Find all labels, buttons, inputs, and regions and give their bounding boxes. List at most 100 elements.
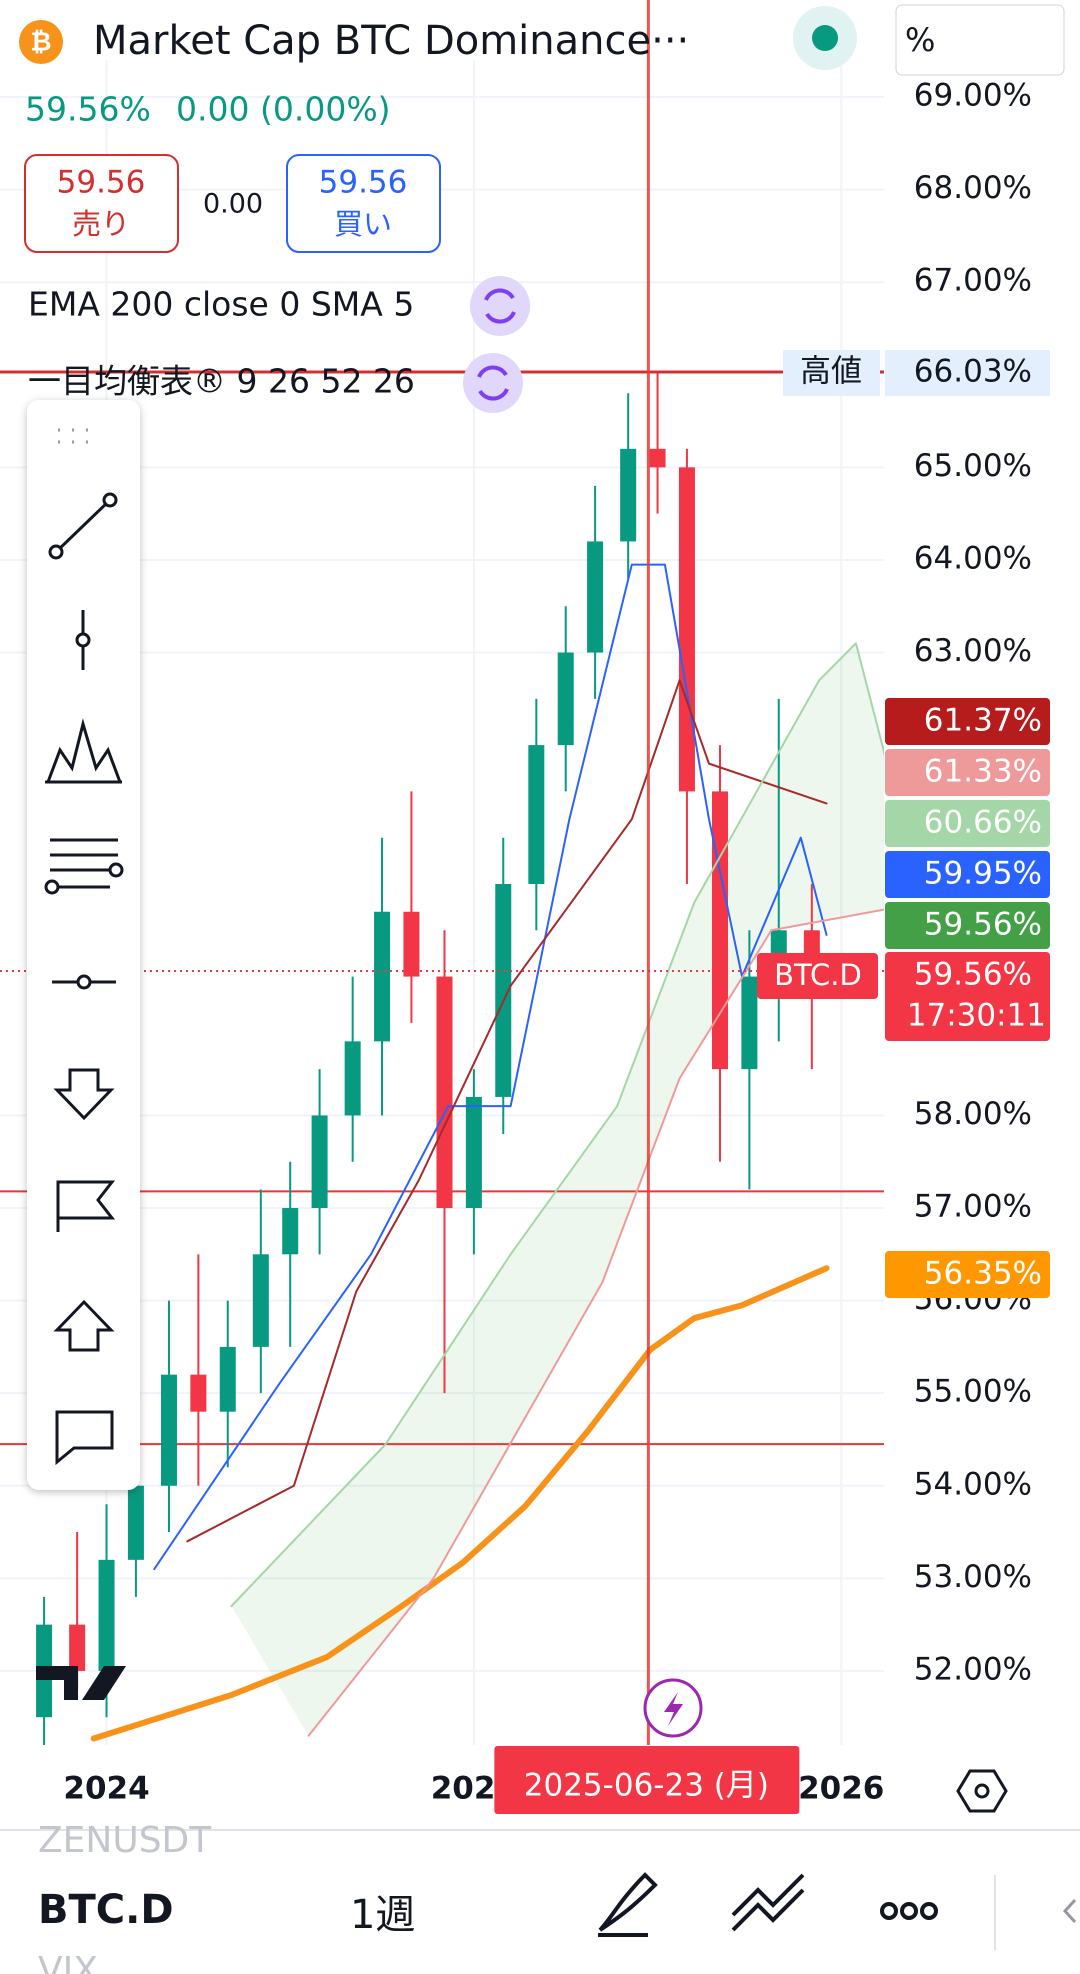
candle-body — [678, 467, 695, 792]
price-tag — [885, 851, 1050, 898]
overlay: 高値 66.03% 61.37% 61.33% 60.66% 59.95% 59.56% 56… — [0, 0, 1050, 1814]
price-tag-label: 56.35% — [924, 1256, 1042, 1292]
plot — [0, 372, 884, 1745]
high-tag-value-bg — [885, 350, 1050, 397]
y-tick-label: 58.00% — [914, 1096, 1032, 1132]
candle-body — [219, 1346, 236, 1412]
high-tag-bg — [783, 350, 880, 397]
tradingview-logo — [36, 1666, 126, 1700]
sell-label: 売り — [72, 207, 130, 241]
pattern-tool[interactable] — [45, 718, 122, 784]
candle-body — [98, 1559, 115, 1671]
spread: 0.00 — [203, 189, 263, 220]
y-tick-label: 57.00% — [914, 1189, 1032, 1225]
x-tick-label: 2026 — [798, 1771, 884, 1807]
flag-tool[interactable] — [56, 1180, 116, 1232]
y-tick-label: 64.00% — [914, 540, 1032, 576]
y-tick-label: 69.00% — [914, 78, 1032, 114]
candle-body — [252, 1254, 269, 1347]
candle-body — [557, 652, 574, 746]
indicator-ichimoku: 一目均衡表® 9 26 52 26 — [28, 362, 415, 401]
sell-button[interactable] — [24, 154, 179, 253]
candle-body — [374, 911, 391, 1042]
price-tag-label: 61.37% — [924, 703, 1042, 739]
toolbar-panel — [27, 400, 140, 1490]
candle-body — [495, 883, 512, 1097]
candle-body — [311, 1115, 328, 1209]
symbol-tag — [757, 953, 878, 999]
y-tick-label: 55.00% — [914, 1374, 1032, 1410]
trend-line-tool[interactable] — [54, 498, 112, 554]
unit-label: % — [905, 21, 935, 59]
behind-symbol: VIX — [38, 1950, 98, 1974]
candle-body — [620, 448, 637, 542]
last-price-label: 59.56% — [914, 957, 1032, 993]
more-button[interactable] — [880, 1902, 938, 1920]
last-price-tag — [885, 952, 1050, 1041]
high-tag-value: 66.03% — [914, 354, 1032, 390]
price-tag-label: 59.95% — [924, 856, 1042, 892]
candle-body — [712, 791, 728, 1070]
indicator-line — [186, 679, 828, 1543]
buy-label: 買い — [334, 207, 392, 241]
indicator-line — [153, 563, 828, 1571]
draw-button[interactable] — [598, 1872, 658, 1937]
candle-body — [649, 448, 666, 468]
unit-box[interactable] — [895, 4, 1065, 76]
y-tick-label: 54.00% — [914, 1466, 1032, 1502]
lightning-icon — [664, 1692, 683, 1726]
btc-symbol: ₿ — [30, 28, 51, 58]
candle-body — [190, 1374, 207, 1412]
arrow-down-tool[interactable] — [53, 1068, 115, 1121]
price-tag-label: 59.56% — [924, 907, 1042, 943]
candle-body — [403, 911, 420, 977]
sell-price: 59.56 — [57, 165, 146, 201]
price-tag — [885, 1251, 1050, 1298]
symbol-tag-label: BTC.D — [774, 958, 862, 992]
candle-body — [528, 745, 545, 884]
drawing-toolbar — [27, 400, 140, 1490]
y-tick-label: 68.00% — [914, 170, 1032, 206]
refresh-icon — [477, 365, 509, 401]
price-tag-label: 61.33% — [924, 754, 1042, 790]
indicator-refresh[interactable] — [470, 276, 530, 336]
y-tick-label: 67.00% — [914, 263, 1032, 299]
arrow-up-tool[interactable] — [53, 1299, 115, 1352]
buy-button[interactable] — [286, 154, 441, 253]
title: Market Cap BTC Dominance··· — [93, 18, 689, 64]
indicator-ema: EMA 200 close 0 SMA 5 — [28, 285, 414, 324]
y-tick-label: 63.00% — [914, 633, 1032, 669]
candle-body — [741, 976, 758, 1070]
buy-price: 59.56 — [319, 165, 408, 201]
candle-body — [587, 541, 604, 653]
btc-icon — [19, 20, 63, 64]
countdown: 17:30:11 — [907, 998, 1046, 1034]
comment-tool[interactable] — [55, 1410, 114, 1466]
settings-button[interactable] — [956, 1769, 1008, 1813]
price-tag — [885, 902, 1050, 949]
indicator-refresh[interactable] — [463, 353, 523, 413]
indicator-line — [230, 642, 884, 1608]
y-tick-label: 53.00% — [914, 1559, 1032, 1595]
behind-symbol: ZENUSDT — [38, 1820, 212, 1861]
indicator-line — [90, 1265, 830, 1742]
crosshair-date: 2025-06-23 (月) — [524, 1768, 769, 1804]
candle-body — [160, 1374, 177, 1486]
scroll-left[interactable] — [1062, 1898, 1077, 1924]
indicators-button[interactable] — [731, 1873, 805, 1932]
drag-handle[interactable] — [58, 428, 88, 444]
candle-body — [344, 1041, 361, 1116]
price-tag — [885, 698, 1050, 745]
price: 59.56% — [25, 90, 151, 129]
interval-button[interactable]: 1週 — [350, 1892, 415, 1938]
refresh-icon — [484, 288, 516, 324]
symbol-button[interactable]: BTC.D — [38, 1887, 174, 1933]
y-tick-label: 52.00% — [914, 1651, 1032, 1687]
candle-body — [282, 1208, 299, 1255]
candle-body — [69, 1624, 86, 1671]
crosshair-date-bg — [494, 1746, 800, 1814]
fib-tool[interactable] — [50, 838, 118, 889]
status-dot — [812, 25, 838, 51]
